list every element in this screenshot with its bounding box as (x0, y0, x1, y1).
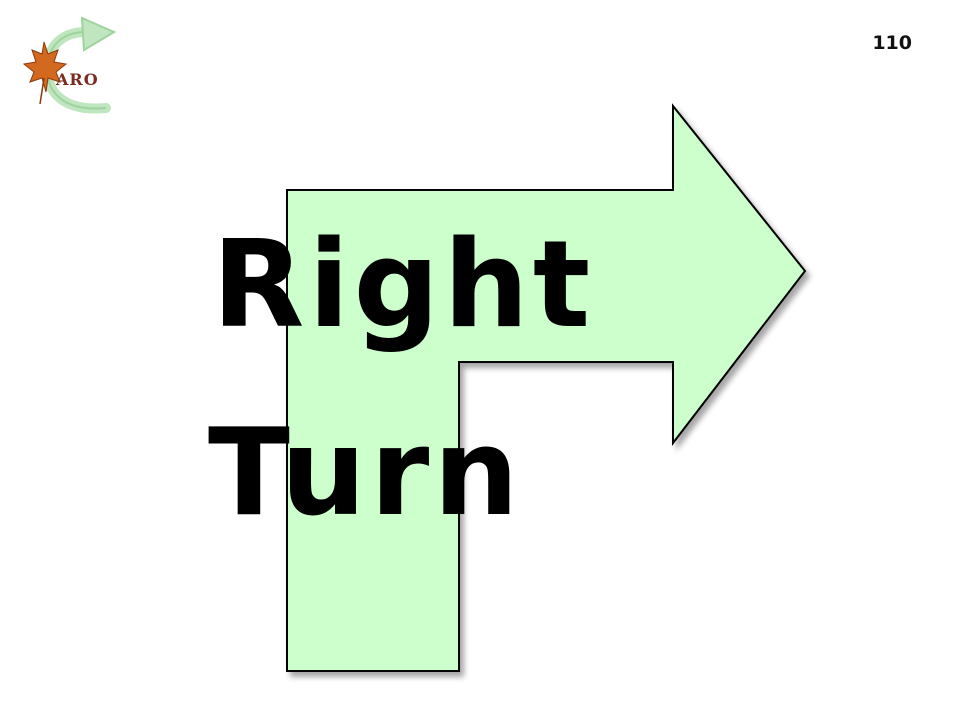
maple-leaf-cycle-arrow-icon (22, 16, 117, 114)
logo: ARO (14, 12, 124, 116)
title-line-right: Right (212, 216, 595, 355)
page-number: 110 (872, 32, 912, 54)
title-line-turn: Turn (208, 404, 523, 543)
logo-text: ARO (56, 70, 99, 89)
